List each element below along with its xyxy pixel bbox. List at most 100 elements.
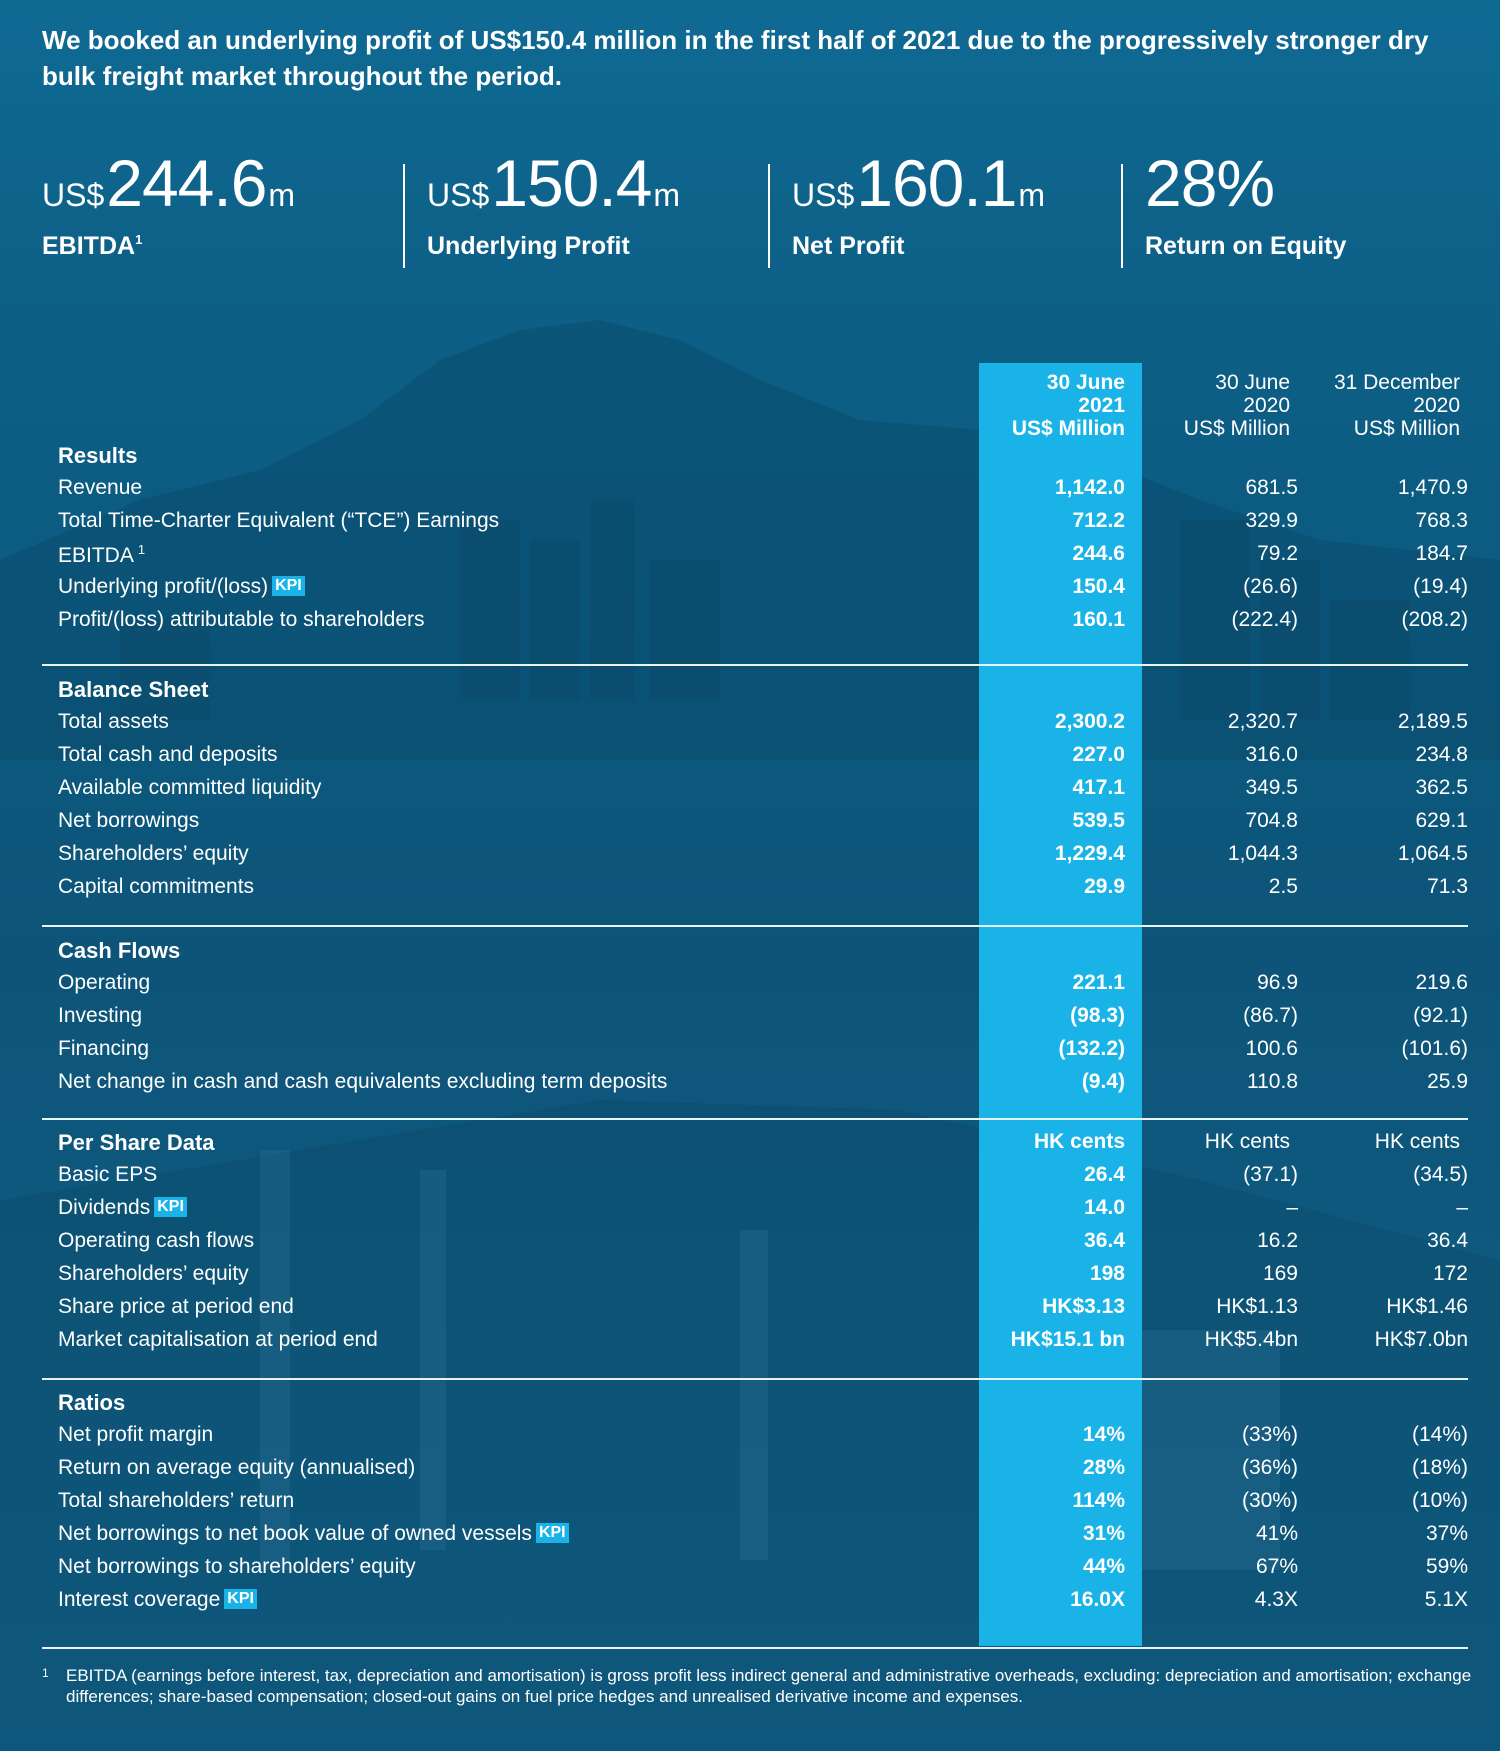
value-2021-jun: 244.6 [1072,542,1125,565]
value-2021-jun: 1,142.0 [1054,476,1125,499]
value-2020-jun: 4.3X [1254,1588,1298,1611]
row-label: Net borrowings to net book value of owne… [58,1522,569,1546]
row-label: Total cash and deposits [58,743,278,766]
kpi-underlying-profit: US$ 150.4 m Underlying Profit [427,150,680,270]
value-2020-jun: 349.5 [1245,776,1298,799]
value-2021-jun: 14% [1082,1423,1125,1446]
value-2020-jun: 16.2 [1257,1229,1298,1252]
value-2020-jun: – [1286,1196,1298,1219]
value-2020-jun: 1,044.3 [1227,842,1298,865]
table-row: Market capitalisation at period end HK$15… [0,1328,1500,1358]
kpi-label: Return on Equity [1145,232,1347,260]
value-2021-jun: HK$15.1 bn [1010,1328,1125,1351]
row-label: Basic EPS [58,1163,158,1186]
row-label: Total assets [58,710,169,733]
kpi-suffix: m [653,177,681,213]
value-2020-dec: HK$1.46 [1386,1295,1468,1318]
value-2021-jun: 198 [1089,1262,1125,1285]
kpi-prefix: US$ [42,177,105,213]
value-2020-jun: (86.7) [1243,1004,1298,1027]
table-row: Shareholders’ equity 198 169 172 [0,1262,1500,1292]
table-row: Operating cash flows 36.4 16.2 36.4 [0,1229,1500,1259]
value-2020-jun: (26.6) [1243,575,1298,598]
row-label: Total Time-Charter Equivalent (“TCE”) Ea… [58,509,500,532]
table-bottom-rule [42,1647,1468,1649]
value-2020-jun: HK$5.4bn [1204,1328,1298,1351]
row-label: Return on average equity (annualised) [58,1456,416,1479]
value-2021-jun: 1,229.4 [1054,842,1125,865]
value-2020-jun: (222.4) [1231,608,1298,631]
row-label: Dividends KPI [58,1196,187,1220]
value-2021-jun: 114% [1072,1489,1125,1512]
value-2020-jun: 79.2 [1257,542,1298,565]
value-2021-jun: 16.0X [1070,1588,1125,1611]
kpi-value: 160.1 [856,146,1017,220]
footnote-mark: 1 [42,1666,49,1680]
row-label: Interest coverage KPI [58,1588,257,1612]
value-2021-jun: 28% [1082,1456,1125,1479]
row-label: Market capitalisation at period end [58,1328,378,1351]
value-2020-dec: 1,470.9 [1397,476,1468,499]
value-2021-jun: 14.0 [1084,1196,1125,1219]
row-label: Shareholders’ equity [58,842,249,865]
section-title: Cash Flows [58,938,181,963]
table-row: Total assets 2,300.2 2,320.7 2,189.5 [0,710,1500,740]
value-2020-dec: (18%) [1411,1456,1468,1479]
value-2020-dec: 219.6 [1415,971,1468,994]
kpi-badge: KPI [224,1589,257,1609]
kpi-suffix: m [268,177,296,213]
value-2020-dec: 71.3 [1427,875,1468,898]
row-label: Net borrowings [58,809,200,832]
row-label: Total shareholders’ return [58,1489,295,1512]
value-2020-dec: 36.4 [1427,1229,1468,1252]
value-2021-jun: (132.2) [1058,1037,1125,1060]
column-header-jun-2021: 30 June 2021 US$ Million [1011,371,1125,440]
row-label: Shareholders’ equity [58,1262,249,1285]
column-header-dec-2020: 31 December 2020 US$ Million [1333,371,1460,440]
kpi-label: EBITDA1 [42,232,143,260]
column-header-jun-2020: 30 June 2020 US$ Million [1183,371,1290,440]
value-2021-jun: 417.1 [1072,776,1125,799]
section-title: Ratios [58,1390,126,1415]
value-2020-dec: 2,189.5 [1397,710,1468,733]
value-2020-jun: 681.5 [1245,476,1298,499]
value-2021-jun: 44% [1082,1555,1125,1578]
section-divider [42,1378,1468,1380]
value-2020-jun: 2.5 [1268,875,1298,898]
kpi-value: 28% [1145,146,1275,220]
value-2020-jun: (36%) [1241,1456,1298,1479]
kpi-suffix: m [1018,177,1046,213]
value-2020-jun: 100.6 [1245,1037,1298,1060]
value-2020-dec: (10%) [1411,1489,1468,1512]
table-row: Total Time-Charter Equivalent (“TCE”) Ea… [0,509,1500,539]
value-2020-dec: (34.5) [1413,1163,1468,1186]
value-2020-jun: (30%) [1241,1489,1298,1512]
kpi-badge: KPI [272,576,305,596]
highlight-column-2021 [979,363,1142,1646]
value-2020-jun: 2,320.7 [1227,710,1298,733]
value-2021-jun: (9.4) [1081,1070,1125,1093]
table-row: Basic EPS 26.4 (37.1) (34.5) [0,1163,1500,1193]
headline: We booked an underlying profit of US$150… [42,25,1429,91]
section-title: Results [58,443,138,468]
table-row: EBITDA 1 244.6 79.2 184.7 [0,542,1500,572]
value-2021-jun: 29.9 [1084,875,1125,898]
unit-label: HK cents [1033,1130,1125,1153]
row-label: Net change in cash and cash equivalents … [58,1070,668,1093]
kpi-prefix: US$ [792,177,855,213]
value-2020-dec: HK$7.0bn [1374,1328,1468,1351]
value-2021-jun: (98.3) [1070,1004,1125,1027]
row-label: Net profit margin [58,1423,214,1446]
value-2021-jun: 160.1 [1072,608,1125,631]
value-2021-jun: 221.1 [1072,971,1125,994]
value-2020-dec: 768.3 [1415,509,1468,532]
value-2020-dec: 184.7 [1415,542,1468,565]
row-label: Operating [58,971,151,994]
value-2020-dec: – [1456,1196,1468,1219]
value-2020-dec: 172 [1432,1262,1468,1285]
kpi-label: Underlying Profit [427,232,630,260]
unit-label: HK cents [1374,1130,1460,1153]
kpi-prefix: US$ [427,177,490,213]
value-2020-jun: 169 [1262,1262,1298,1285]
kpi-net-profit: US$ 160.1 m Net Profit [792,150,1045,270]
